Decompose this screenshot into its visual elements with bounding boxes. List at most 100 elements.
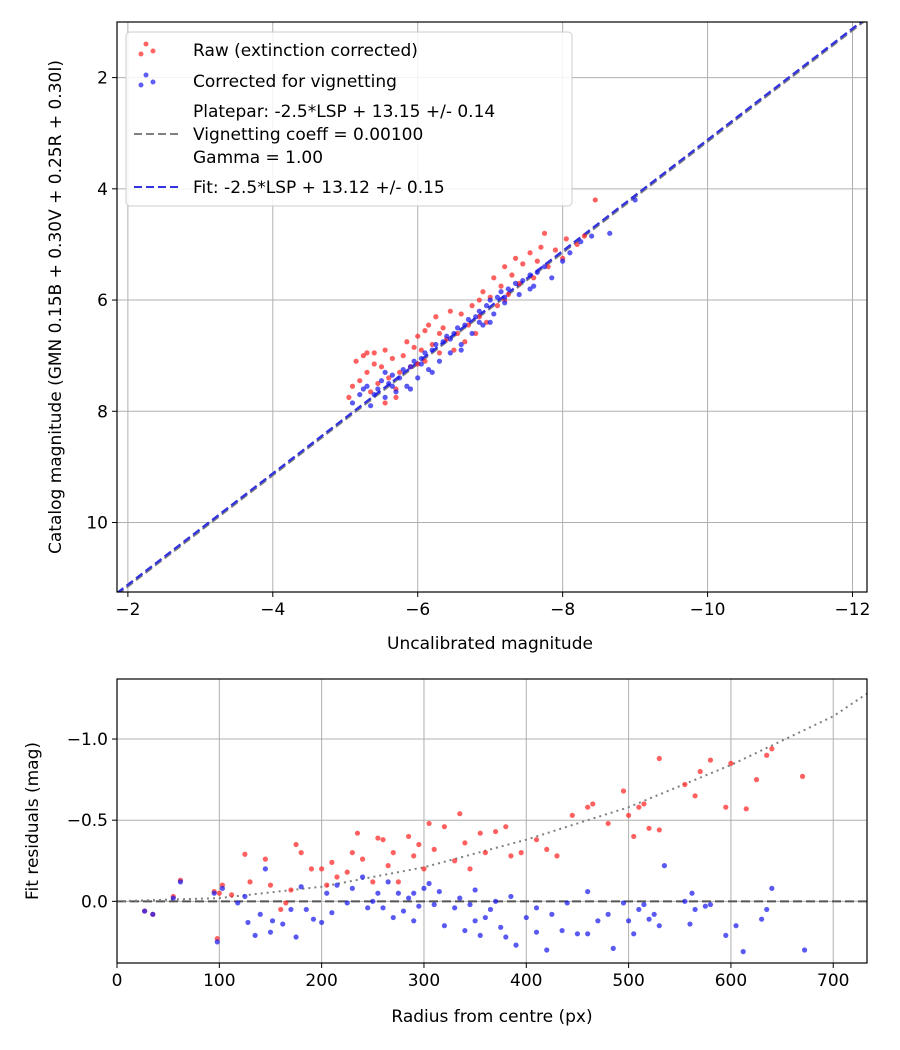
corrected-point	[498, 924, 504, 930]
raw-point	[483, 319, 490, 325]
corrected-point	[482, 914, 488, 921]
raw-point	[278, 906, 284, 913]
y-tick-label: 6	[97, 291, 108, 311]
magnitude-plot: −2 −4 −6 −8 −10 −12 2 4 6 8 10 Uncalibrated magnit…	[46, 21, 871, 654]
corrected-point	[512, 280, 519, 286]
x-tick-label: 300	[408, 971, 440, 991]
raw-point	[216, 890, 222, 896]
raw-point	[451, 347, 457, 353]
raw-point	[382, 400, 388, 406]
corrected-point	[723, 932, 729, 939]
bottom-axes-frame	[116, 678, 868, 964]
raw-point	[743, 806, 749, 812]
corrected-point	[436, 358, 443, 364]
raw-point	[492, 828, 499, 835]
raw-point	[552, 247, 559, 253]
raw-point	[334, 874, 340, 880]
raw-point	[585, 804, 591, 810]
legend-vignetting-label: Vignetting coeff = 0.00100	[193, 125, 423, 145]
corrected-point	[382, 369, 388, 375]
raw-point	[574, 241, 580, 248]
corrected-point	[513, 942, 519, 948]
corrected-point	[533, 929, 540, 935]
corrected-point	[219, 885, 225, 891]
raw-point	[406, 833, 412, 840]
raw-point	[590, 801, 596, 807]
corrected-point	[656, 923, 662, 929]
corrected-point	[421, 885, 427, 891]
raw-point	[636, 804, 642, 810]
raw-point	[283, 900, 289, 906]
corrected-point	[407, 386, 414, 392]
corrected-point	[458, 341, 464, 348]
raw-point	[494, 303, 501, 309]
legend-raw-label: Raw (extinction corrected)	[193, 41, 418, 61]
corrected-point	[329, 910, 335, 916]
corrected-point	[531, 283, 537, 289]
corrected-point	[458, 347, 464, 353]
corrected-point	[298, 884, 304, 890]
y-tick-label: 8	[97, 402, 108, 422]
corrected-point	[422, 350, 428, 356]
raw-point	[364, 350, 370, 356]
corrected-point	[451, 330, 457, 337]
corrected-point	[444, 333, 450, 339]
raw-point	[458, 311, 464, 317]
corrected-point	[487, 297, 493, 303]
x-tick-label: −12	[835, 600, 871, 620]
raw-point	[498, 283, 504, 289]
corrected-point	[406, 895, 412, 901]
corrected-point	[269, 918, 276, 924]
corrected-point	[559, 927, 565, 934]
raw-point	[625, 812, 632, 818]
x-tick-label: 200	[305, 971, 337, 991]
legend-platepar-label: Platepar: -2.5*LSP + 13.15 +/- 0.14	[193, 102, 495, 122]
top-x-axis-label: Uncalibrated magnitude	[387, 634, 593, 654]
raw-point	[503, 824, 509, 830]
corrected-point	[375, 386, 381, 392]
raw-point	[656, 755, 662, 762]
x-tick-label: −10	[690, 600, 726, 620]
raw-point	[242, 851, 248, 857]
raw-point	[368, 389, 374, 395]
corrected-point	[465, 316, 472, 323]
y-tick-label: −0.5	[67, 811, 108, 831]
corrected-point	[324, 890, 330, 896]
corrected-point	[498, 289, 504, 295]
raw-point	[592, 197, 598, 203]
corrected-point	[257, 911, 263, 917]
raw-point	[656, 827, 662, 833]
corrected-point	[415, 375, 421, 381]
residuals-plot: 0 100 200 300 400 500 600 700 0.0 −0.5 −1.0 Radius…	[23, 678, 868, 1027]
corrected-point	[407, 364, 414, 370]
y-tick-label: 0.0	[81, 892, 108, 912]
raw-point	[520, 261, 526, 267]
corrected-point	[390, 914, 396, 921]
raw-point	[605, 820, 611, 827]
raw-point	[477, 830, 483, 836]
corrected-point	[567, 250, 573, 256]
corrected-point	[411, 358, 417, 364]
corrected-point	[564, 900, 570, 906]
corrected-point	[440, 339, 446, 345]
raw-point	[545, 264, 551, 270]
corrected-point	[389, 372, 395, 378]
corrected-point	[578, 239, 584, 245]
corrected-point	[503, 934, 509, 940]
corrected-point	[527, 272, 533, 278]
corrected-point	[505, 286, 511, 292]
raw-point	[353, 358, 359, 364]
corrected-point	[533, 905, 540, 911]
corrected-point	[418, 361, 424, 367]
corrected-point	[541, 264, 548, 270]
raw-point	[476, 297, 482, 303]
raw-point	[631, 833, 637, 840]
corrected-point	[502, 294, 508, 300]
raw-point	[380, 837, 386, 843]
raw-point	[429, 341, 435, 348]
corrected-point	[349, 885, 355, 891]
x-tick-label: 100	[203, 971, 235, 991]
corrected-point	[293, 934, 299, 940]
raw-point	[447, 308, 453, 314]
raw-point	[262, 856, 268, 862]
